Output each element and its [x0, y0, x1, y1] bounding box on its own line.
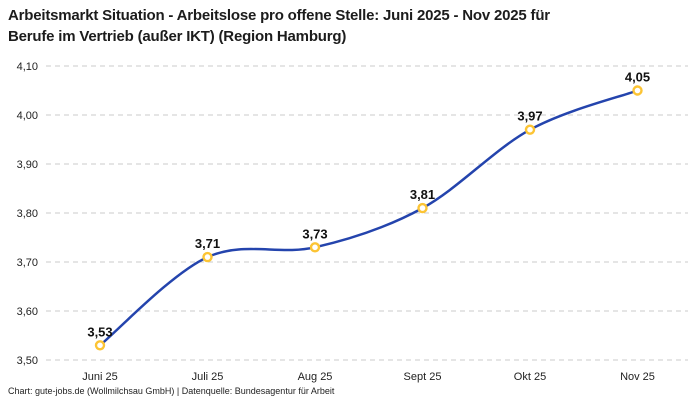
x-axis-tick-label: Nov 25 [620, 371, 655, 383]
x-axis-tick-label: Aug 25 [298, 371, 333, 383]
data-point-label: 4,05 [625, 70, 650, 85]
chart-credit: Chart: gute-jobs.de (Wollmilchsau GmbH) … [8, 386, 335, 396]
y-axis-tick-label: 3,80 [17, 208, 38, 220]
data-point-marker [417, 202, 428, 214]
y-axis-tick-label: 4,00 [17, 110, 38, 122]
y-axis-tick-label: 3,70 [17, 257, 38, 269]
y-axis-tick-label: 4,10 [17, 61, 38, 73]
x-axis-tick-label: Okt 25 [514, 371, 546, 383]
x-axis-tick-label: Juni 25 [82, 371, 117, 383]
data-point-marker [202, 251, 213, 263]
data-point-marker [309, 242, 321, 253]
data-point-label: 3,71 [195, 236, 220, 251]
data-point-label: 3,97 [517, 109, 542, 124]
chart-title-line-1: Arbeitsmarkt Situation - Arbeitslose pro… [8, 7, 550, 24]
trend-line [98, 89, 639, 347]
y-axis-tick-label: 3,50 [17, 355, 38, 367]
data-point-marker [632, 85, 643, 96]
x-axis-tick-label: Juli 25 [192, 371, 224, 383]
data-point-marker [94, 340, 106, 351]
x-axis-tick-label: Sept 25 [404, 371, 442, 383]
chart-title-line-2: Berufe im Vertrieb (außer IKT) (Region H… [8, 28, 347, 45]
y-axis-tick-label: 3,90 [17, 159, 38, 171]
data-point-label: 3,53 [87, 324, 112, 339]
data-point-label: 3,73 [302, 226, 327, 241]
y-axis-tick-label: 3,60 [17, 306, 38, 318]
data-point-label: 3,81 [410, 187, 435, 202]
data-point-marker [524, 124, 536, 135]
chart-title: Arbeitsmarkt Situation - Arbeitslose pro… [8, 5, 550, 47]
